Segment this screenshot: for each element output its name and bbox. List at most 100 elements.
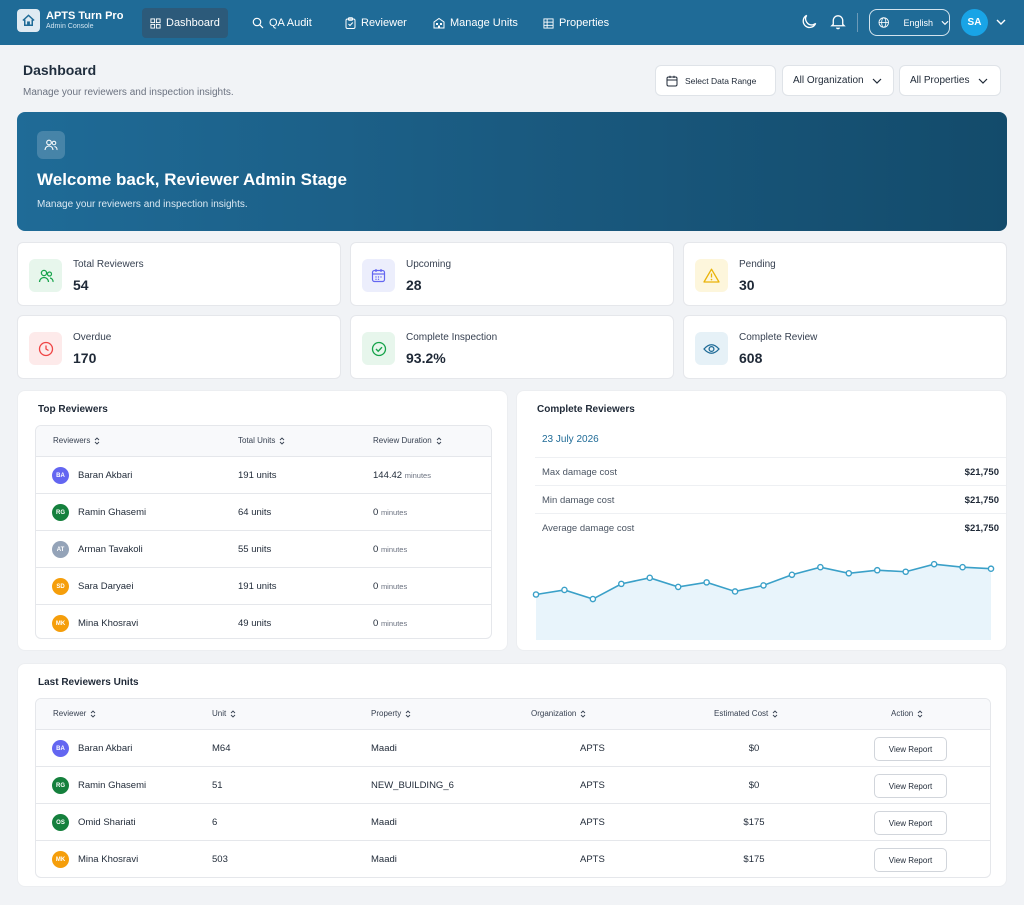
table-row[interactable]: AT Arman Tavakoli 55 units 0 minutes	[36, 531, 491, 568]
property-cell: Maadi	[371, 817, 397, 828]
chart-point[interactable]	[959, 563, 966, 571]
bell-icon[interactable]	[830, 13, 846, 30]
stat-label: Complete Review	[739, 332, 818, 343]
column-header-organization[interactable]: Organization	[531, 709, 586, 718]
chart-point[interactable]	[788, 571, 796, 579]
top-reviewers-panel: Top Reviewers Reviewers Total Units Revi…	[17, 390, 508, 651]
column-label: Review Duration	[373, 436, 432, 445]
duration-unit: minutes	[380, 545, 408, 554]
chart-point[interactable]	[618, 580, 625, 588]
column-header-reviewer[interactable]: Reviewer	[53, 709, 96, 718]
reviewer-name: Sara Daryaei	[78, 581, 134, 592]
organization-select[interactable]: All Organization	[782, 65, 894, 96]
damage-cost-label: Max damage cost	[542, 467, 617, 478]
table-row[interactable]: BA Baran Akbari M64 Maadi APTS $0 View R…	[36, 730, 990, 767]
reviewer-name: Ramin Ghasemi	[78, 780, 147, 791]
view-report-button[interactable]: View Report	[874, 737, 947, 761]
damage-cost-value: $21,750	[964, 523, 999, 534]
nav-reviewer[interactable]: Reviewer	[337, 8, 415, 38]
welcome-banner: Welcome back, Reviewer Admin Stage Manag…	[17, 112, 1007, 231]
avatar: MK	[52, 615, 69, 632]
total-units: 55 units	[238, 544, 272, 555]
chart-point[interactable]	[817, 563, 824, 571]
users-icon	[29, 259, 62, 292]
sort-icon	[95, 436, 100, 445]
language-select[interactable]: English	[869, 9, 950, 36]
table-row[interactable]: OS Omid Shariati 6 Maadi APTS $175 View …	[36, 804, 990, 841]
duration-unit: minutes	[380, 619, 408, 628]
nav-properties[interactable]: Properties	[535, 8, 617, 38]
table-row[interactable]: MK Mina Khosravi 49 units 0 minutes	[36, 605, 491, 638]
top-navbar: APTS Turn Pro Admin Console Dashboard QA…	[0, 0, 1024, 45]
complete-reviewers-title: Complete Reviewers	[537, 404, 635, 415]
sort-icon	[91, 709, 96, 718]
damage-cost-row: Max damage cost $21,750	[535, 457, 1006, 485]
stat-value: 28	[406, 277, 422, 293]
column-header-unit[interactable]: Unit	[212, 709, 236, 718]
chart-point[interactable]	[902, 568, 909, 576]
total-units: 191 units	[238, 470, 277, 481]
table-row[interactable]: RG Ramin Ghasemi 51 NEW_BUILDING_6 APTS …	[36, 767, 990, 804]
stat-card-overdue[interactable]: Overdue 170	[17, 315, 341, 379]
sort-icon	[280, 436, 285, 445]
chart-point[interactable]	[930, 560, 938, 568]
nav-dashboard[interactable]: Dashboard	[142, 8, 228, 38]
last-reviewers-units-panel: Last Reviewers Units Reviewer Unit Prope…	[17, 663, 1007, 887]
nav-qa-audit[interactable]: QA Audit	[244, 8, 320, 38]
review-duration: 0 minutes	[373, 544, 407, 555]
table-row[interactable]: BA Baran Akbari 191 units 144.42 minutes	[36, 457, 491, 494]
brand[interactable]: APTS Turn Pro Admin Console	[17, 9, 123, 32]
column-header-total-units[interactable]: Total Units	[238, 436, 285, 445]
stat-card-complete-review[interactable]: Complete Review 608	[683, 315, 1007, 379]
stat-label: Overdue	[73, 332, 112, 343]
stat-label: Upcoming	[406, 259, 452, 270]
table-row[interactable]: SD Sara Daryaei 191 units 0 minutes	[36, 568, 491, 605]
chart-point[interactable]	[589, 595, 597, 603]
organization-select-label: All Organization	[793, 75, 864, 86]
view-report-button[interactable]: View Report	[874, 848, 947, 872]
total-units: 64 units	[238, 507, 272, 518]
chart-area-fill	[536, 564, 991, 640]
chart-point[interactable]	[674, 583, 682, 591]
column-header-property[interactable]: Property	[371, 709, 411, 718]
organization-cell: APTS	[580, 854, 605, 865]
house-logo-icon	[17, 9, 40, 32]
column-header-action[interactable]: Action	[891, 709, 923, 718]
chart-point[interactable]	[646, 574, 654, 582]
avatar: OS	[52, 814, 69, 831]
column-header-reviewers[interactable]: Reviewers	[53, 436, 100, 445]
chart-point[interactable]	[873, 566, 881, 574]
chart-point[interactable]	[532, 591, 540, 598]
organization-cell: APTS	[580, 817, 605, 828]
stat-card-upcoming[interactable]: Upcoming 28	[350, 242, 674, 306]
top-reviewers-rows: BA Baran Akbari 191 units 144.42 minutes…	[36, 457, 491, 638]
chart-point[interactable]	[987, 565, 995, 573]
column-label: Estimated Cost	[714, 709, 769, 718]
table-row[interactable]: MK Mina Khosravi 503 Maadi APTS $175 Vie…	[36, 841, 990, 877]
view-report-button[interactable]: View Report	[874, 811, 947, 835]
column-header-review-duration[interactable]: Review Duration	[373, 436, 442, 445]
user-avatar[interactable]: SA	[961, 9, 988, 36]
nav-manage-units[interactable]: Manage Units	[425, 8, 526, 38]
column-header-estimated-cost[interactable]: Estimated Cost	[714, 709, 778, 718]
chart-point[interactable]	[731, 588, 739, 595]
stat-card-total-reviewers[interactable]: Total Reviewers 54	[17, 242, 341, 306]
nav-divider	[857, 13, 858, 32]
chevron-down-icon[interactable]	[996, 19, 1006, 26]
stat-card-pending[interactable]: Pending 30	[683, 242, 1007, 306]
table-row[interactable]: RG Ramin Ghasemi 64 units 0 minutes	[36, 494, 491, 531]
reviewer-name: Baran Akbari	[78, 470, 133, 481]
moon-icon[interactable]	[801, 13, 818, 30]
chart-point[interactable]	[845, 569, 853, 577]
search-icon	[252, 17, 264, 29]
date-range-button[interactable]: Select Data Range	[655, 65, 776, 96]
chart-point[interactable]	[760, 582, 767, 589]
chart-point[interactable]	[561, 586, 568, 594]
properties-select[interactable]: All Properties	[899, 65, 1001, 96]
stat-card-complete-inspection[interactable]: Complete Inspection 93.2%	[350, 315, 674, 379]
unit-cell: 503	[212, 854, 228, 865]
unit-cell: 6	[212, 817, 218, 828]
estimated-cost-cell: $0	[748, 743, 760, 754]
chart-point[interactable]	[703, 579, 710, 586]
view-report-button[interactable]: View Report	[874, 774, 947, 798]
